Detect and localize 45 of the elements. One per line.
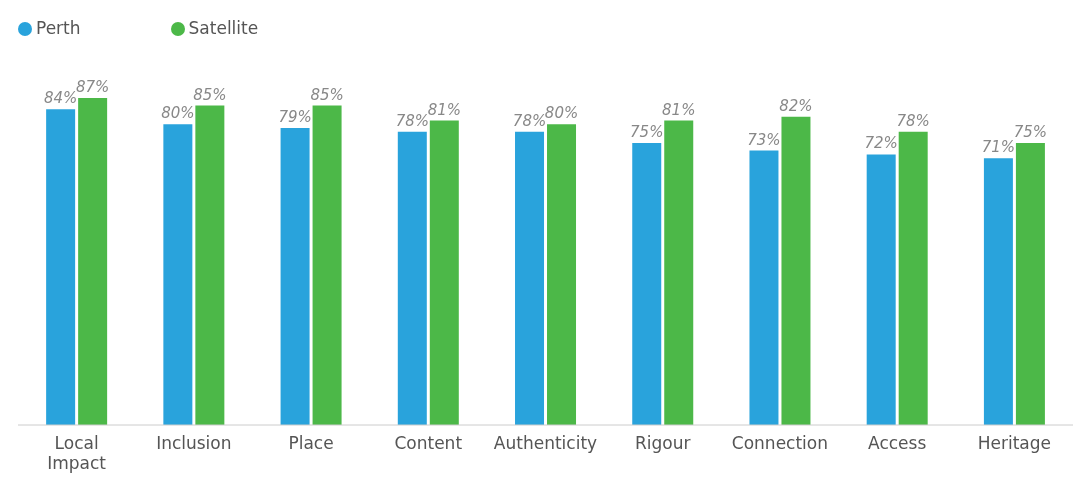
bar (46, 109, 76, 425)
data-label: 78% (896, 111, 930, 130)
bar (312, 105, 342, 425)
bar (163, 124, 193, 425)
bar (195, 105, 225, 425)
bar (547, 124, 577, 425)
bar (664, 120, 694, 425)
data-label: 79% (278, 108, 312, 127)
bar (781, 116, 811, 425)
data-label: 72% (864, 134, 898, 153)
data-label: 78% (395, 111, 429, 130)
data-label: 85% (193, 85, 227, 104)
bar (78, 98, 108, 425)
data-label: 81% (662, 100, 696, 119)
x-tick-label: Place (288, 433, 334, 453)
bar (515, 131, 545, 425)
data-label: 82% (779, 96, 813, 115)
bar (983, 158, 1013, 425)
bar (898, 131, 928, 425)
x-tick-label: Heritage (977, 433, 1052, 453)
data-label: 80% (161, 104, 195, 123)
legend-label: Satellite (188, 18, 259, 38)
x-tick-label: Authenticity (493, 433, 598, 453)
data-label: 73% (747, 130, 781, 149)
x-tick-label: Access (868, 433, 927, 453)
x-tick-label: Content (394, 433, 463, 453)
data-label: 87% (75, 78, 110, 96)
x-tick-label: Local Impact (47, 433, 107, 473)
bar (866, 154, 896, 425)
data-label: 85% (310, 85, 344, 104)
data-label: 71% (981, 138, 1016, 157)
legend-label: Perth (36, 18, 81, 38)
bar (429, 120, 459, 425)
data-label: 75% (630, 123, 664, 142)
bar (632, 143, 662, 425)
bar (749, 150, 779, 425)
bar (280, 128, 310, 425)
bar (1015, 143, 1045, 425)
data-label: 80% (544, 104, 579, 123)
data-label: 81% (427, 100, 461, 119)
x-tick-label: Inclusion (156, 433, 232, 453)
bar (397, 131, 427, 425)
data-label: 75% (1013, 123, 1048, 142)
x-tick-label: Connection (731, 433, 829, 453)
x-tick-label: Rigour (634, 433, 691, 453)
